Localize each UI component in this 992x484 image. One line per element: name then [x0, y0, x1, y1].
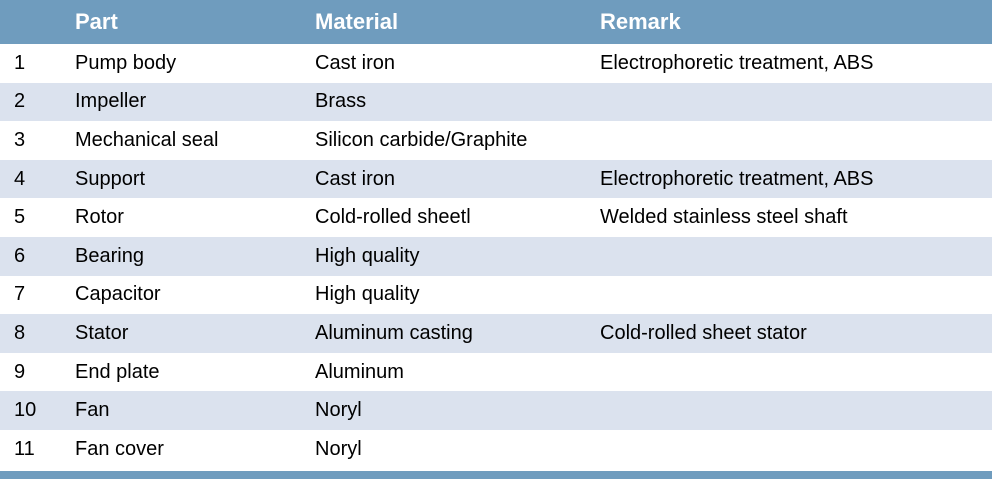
table-row: 6 Bearing High quality	[0, 236, 992, 276]
part-cell: Fan	[75, 399, 110, 422]
table-row: 8 Stator Aluminum casting Cold-rolled sh…	[0, 314, 992, 353]
table-row: 3 Mechanical seal Silicon carbide/Graphi…	[0, 121, 992, 160]
part-cell: End plate	[75, 360, 160, 383]
part-cell: Mechanical seal	[75, 128, 219, 151]
column-header-material: Material	[315, 9, 399, 34]
material-cell: Aluminum casting	[315, 321, 473, 344]
material-cell: High quality	[315, 283, 420, 306]
remark-cell: Electrophoretic treatment, ABS	[600, 167, 874, 190]
table-header-row: Part Material Remark	[0, 0, 992, 44]
row-number-cell: 11	[14, 437, 35, 460]
material-cell: Cast iron	[315, 51, 396, 74]
row-number-cell: 10	[14, 399, 37, 422]
row-number-cell: 9	[14, 360, 26, 383]
row-number-cell: 5	[14, 206, 26, 229]
row-number-cell: 7	[14, 283, 26, 306]
column-header-part: Part	[75, 9, 118, 34]
row-number-cell: 3	[14, 128, 26, 151]
row-number-cell: 6	[14, 244, 26, 267]
table-header: Part Material Remark	[0, 0, 992, 44]
table-row: 2 Impeller Brass	[0, 82, 992, 122]
material-cell: Cold-rolled sheetl	[315, 206, 471, 229]
remark-cell: Welded stainless steel shaft	[600, 206, 848, 229]
remark-cell: Cold-rolled sheet stator	[600, 321, 807, 344]
remark-cell	[600, 121, 992, 160]
material-cell: Silicon carbide/Graphite	[315, 128, 528, 151]
part-cell: Stator	[75, 321, 129, 344]
remark-cell	[600, 391, 992, 430]
row-number-cell: 4	[14, 167, 26, 190]
part-cell: Pump body	[75, 51, 177, 74]
remark-cell	[600, 430, 992, 469]
material-cell: Noryl	[315, 399, 362, 422]
part-cell: Capacitor	[75, 283, 161, 306]
part-cell: Impeller	[75, 90, 147, 113]
column-header-number	[0, 0, 75, 44]
remark-cell	[600, 83, 992, 122]
table-row: 5 Rotor Cold-rolled sheetl Welded stainl…	[0, 198, 992, 237]
part-cell: Bearing	[75, 244, 144, 267]
material-cell: High quality	[315, 244, 420, 267]
row-number-cell: 1	[14, 51, 26, 74]
part-cell: Support	[75, 167, 146, 190]
row-number-cell: 2	[14, 90, 26, 113]
table-row: 11 Fan cover Noryl	[0, 429, 992, 469]
remark-cell	[600, 276, 992, 315]
material-cell: Noryl	[315, 437, 362, 460]
material-cell: Aluminum	[315, 360, 404, 383]
remark-cell	[600, 237, 992, 276]
material-cell: Brass	[315, 90, 367, 113]
material-cell: Cast iron	[315, 167, 396, 190]
column-header-remark: Remark	[600, 9, 681, 34]
part-cell: Rotor	[75, 206, 124, 229]
table-body: 1 Pump body Cast iron Electrophoretic tr…	[0, 44, 992, 469]
table-row: 7 Capacitor High quality	[0, 275, 992, 315]
row-number-cell: 8	[14, 321, 26, 344]
remark-cell	[600, 353, 992, 392]
remark-cell: Electrophoretic treatment, ABS	[600, 51, 874, 74]
table-row: 9 End plate Aluminum	[0, 352, 992, 392]
table-row: 10 Fan Noryl	[0, 391, 992, 430]
part-cell: Fan cover	[75, 437, 164, 460]
table-row: 4 Support Cast iron Electrophoretic trea…	[0, 159, 992, 199]
parts-table: Part Material Remark 1 Pump body Cast ir…	[0, 0, 992, 469]
table-row: 1 Pump body Cast iron Electrophoretic tr…	[0, 44, 992, 83]
table-bottom-bar	[0, 470, 992, 479]
